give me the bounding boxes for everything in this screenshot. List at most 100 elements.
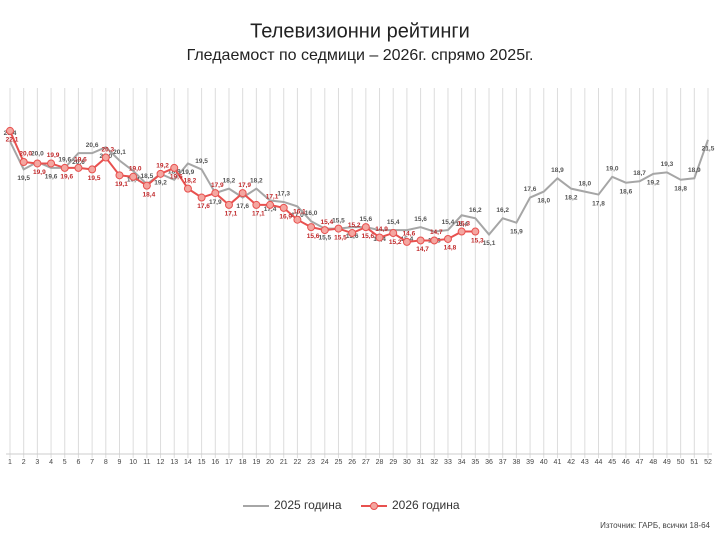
x-tick-label: 2 bbox=[22, 459, 26, 466]
line bbox=[9, 139, 709, 237]
legend-label: 2025 година bbox=[274, 498, 342, 512]
point bbox=[402, 237, 411, 246]
data-label: 17,8 bbox=[592, 200, 605, 207]
chart-title: Телевизионни рейтинги bbox=[250, 20, 470, 42]
data-label: 17,4 bbox=[264, 206, 277, 213]
x-tick-label: 43 bbox=[581, 459, 589, 466]
data-label: 14,7 bbox=[416, 246, 429, 253]
data-label: 22,1 bbox=[6, 137, 19, 144]
x-tick-label: 25 bbox=[335, 459, 343, 466]
data-label: 18,2 bbox=[250, 177, 263, 184]
point bbox=[266, 200, 275, 209]
x-tick-label: 51 bbox=[690, 459, 698, 466]
data-label: 18,2 bbox=[223, 177, 236, 184]
data-label: 18,0 bbox=[578, 180, 591, 187]
data-label: 20,6 bbox=[86, 142, 99, 149]
data-label: 21,5 bbox=[702, 146, 715, 153]
data-label: 15,9 bbox=[510, 228, 523, 235]
x-tick-label: 6 bbox=[76, 459, 80, 466]
x-tick-label: 15 bbox=[198, 459, 206, 466]
point bbox=[170, 163, 179, 172]
x-tick-label: 20 bbox=[266, 459, 274, 466]
x-tick-label: 13 bbox=[170, 459, 178, 466]
data-label: 16,1 bbox=[293, 208, 306, 215]
point bbox=[115, 171, 124, 180]
data-label: 19,5 bbox=[17, 175, 30, 182]
point bbox=[443, 234, 452, 243]
point bbox=[293, 215, 302, 224]
x-tick-label: 40 bbox=[540, 459, 548, 466]
data-label: 20,0 bbox=[19, 151, 32, 158]
point bbox=[238, 189, 247, 198]
point bbox=[74, 163, 83, 172]
x-tick-label: 21 bbox=[280, 459, 288, 466]
data-label: 15,4 bbox=[442, 219, 455, 226]
point bbox=[348, 229, 357, 238]
x-tick-label: 38 bbox=[512, 459, 520, 466]
point bbox=[183, 184, 192, 193]
x-tick-label: 19 bbox=[252, 459, 260, 466]
data-label: 19,2 bbox=[156, 163, 169, 170]
point bbox=[279, 203, 288, 212]
x-tick-label: 35 bbox=[471, 459, 479, 466]
x-tick-label: 52 bbox=[704, 459, 712, 466]
x-tick-label: 41 bbox=[554, 459, 562, 466]
x-tick-label: 45 bbox=[608, 459, 616, 466]
point bbox=[361, 223, 370, 232]
data-label: 19,3 bbox=[661, 161, 674, 168]
x-tick-label: 8 bbox=[104, 459, 108, 466]
data-label: 17,9 bbox=[238, 182, 251, 189]
point bbox=[33, 159, 42, 168]
data-label: 18,4 bbox=[143, 191, 156, 198]
x-tick-label: 31 bbox=[417, 459, 425, 466]
point bbox=[60, 163, 69, 172]
point bbox=[156, 169, 165, 178]
data-label: 19,9 bbox=[182, 169, 195, 176]
data-label: 17,9 bbox=[209, 199, 222, 206]
data-label: 19,5 bbox=[88, 175, 101, 182]
data-label: 16,0 bbox=[305, 210, 318, 217]
x-tick-label: 46 bbox=[622, 459, 630, 466]
data-label: 17,0 bbox=[291, 212, 304, 219]
data-label: 20,0 bbox=[31, 151, 44, 158]
x-tick-label: 1 bbox=[8, 459, 12, 466]
data-label: 15,1 bbox=[483, 240, 496, 247]
point bbox=[307, 223, 316, 232]
x-tick-label: 3 bbox=[35, 459, 39, 466]
point bbox=[197, 193, 206, 202]
data-label: 15,5 bbox=[334, 234, 347, 241]
x-tick-label: 18 bbox=[239, 459, 247, 466]
data-label: 19,0 bbox=[129, 166, 142, 173]
x-tick-label: 36 bbox=[485, 459, 493, 466]
x-tick-label: 33 bbox=[444, 459, 452, 466]
x-tick-label: 50 bbox=[677, 459, 685, 466]
data-label: 17,1 bbox=[225, 211, 238, 218]
data-label: 14,9 bbox=[375, 226, 388, 233]
point bbox=[6, 126, 14, 135]
x-tick-label: 9 bbox=[118, 459, 122, 466]
data-label: 19,2 bbox=[647, 180, 660, 187]
data-label: 15,2 bbox=[389, 239, 402, 246]
data-label: 17,6 bbox=[524, 186, 537, 193]
chart-subtitle: Гледаемост по седмици – 2026г. спрямо 20… bbox=[187, 47, 534, 64]
point bbox=[320, 226, 329, 235]
point bbox=[47, 159, 56, 168]
data-label: 15,2 bbox=[348, 222, 361, 229]
x-tick-label: 34 bbox=[458, 459, 466, 466]
data-label: 17,1 bbox=[266, 194, 279, 201]
data-label: 17,3 bbox=[277, 191, 290, 198]
data-label: 15,5 bbox=[318, 234, 331, 241]
point bbox=[457, 227, 466, 236]
data-label: 19,6 bbox=[58, 157, 71, 164]
x-tick-label: 44 bbox=[595, 459, 603, 466]
x-tick-label: 47 bbox=[636, 459, 644, 466]
source: Източник: ГАРБ, всички 18-64 bbox=[600, 521, 710, 530]
data-label: 15,6 bbox=[362, 233, 375, 240]
data-label: 18,0 bbox=[537, 197, 550, 204]
x-tick-label: 22 bbox=[294, 459, 302, 466]
point bbox=[375, 233, 384, 242]
x-tick-label: 17 bbox=[225, 459, 233, 466]
data-label: 19,6 bbox=[60, 174, 73, 181]
point bbox=[88, 165, 97, 174]
